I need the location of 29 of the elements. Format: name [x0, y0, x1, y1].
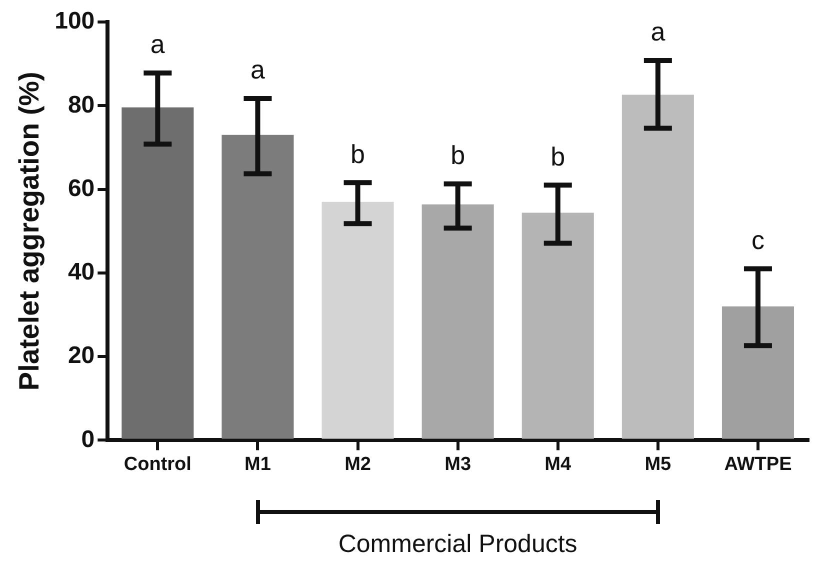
x-tick-label: M1 [244, 454, 272, 475]
y-tick-label: 100 [54, 8, 95, 35]
annotation: a [650, 16, 666, 47]
y-tick-label: 40 [68, 258, 95, 286]
annotation: b [450, 140, 466, 170]
annotation: b [350, 138, 366, 169]
y-tick-label: 0 [81, 426, 95, 453]
bar [222, 134, 294, 439]
y-tick-label: 80 [68, 91, 95, 118]
bar [622, 94, 694, 439]
bar [122, 107, 194, 439]
annotation: c [751, 224, 764, 255]
annotation: b [550, 141, 566, 172]
y-tick-label: 60 [68, 174, 95, 202]
x-tick-label: M5 [644, 454, 672, 475]
bar [522, 212, 594, 439]
x-tick-label: AWTPE [724, 454, 792, 475]
annotation: a [250, 54, 266, 85]
x-tick-label: M4 [544, 454, 572, 475]
y-axis-title: Platelet aggregation (%) [14, 72, 45, 391]
y-tick-label: 20 [68, 342, 95, 370]
bar [322, 202, 394, 439]
annotation: a [150, 29, 166, 60]
x-tick-label: Control [124, 454, 192, 475]
bar [422, 204, 494, 439]
x-tick-label: M3 [444, 454, 472, 475]
bar [722, 306, 794, 439]
text: Commercial Products [337, 530, 578, 559]
x-tick-label: M2 [344, 454, 371, 475]
